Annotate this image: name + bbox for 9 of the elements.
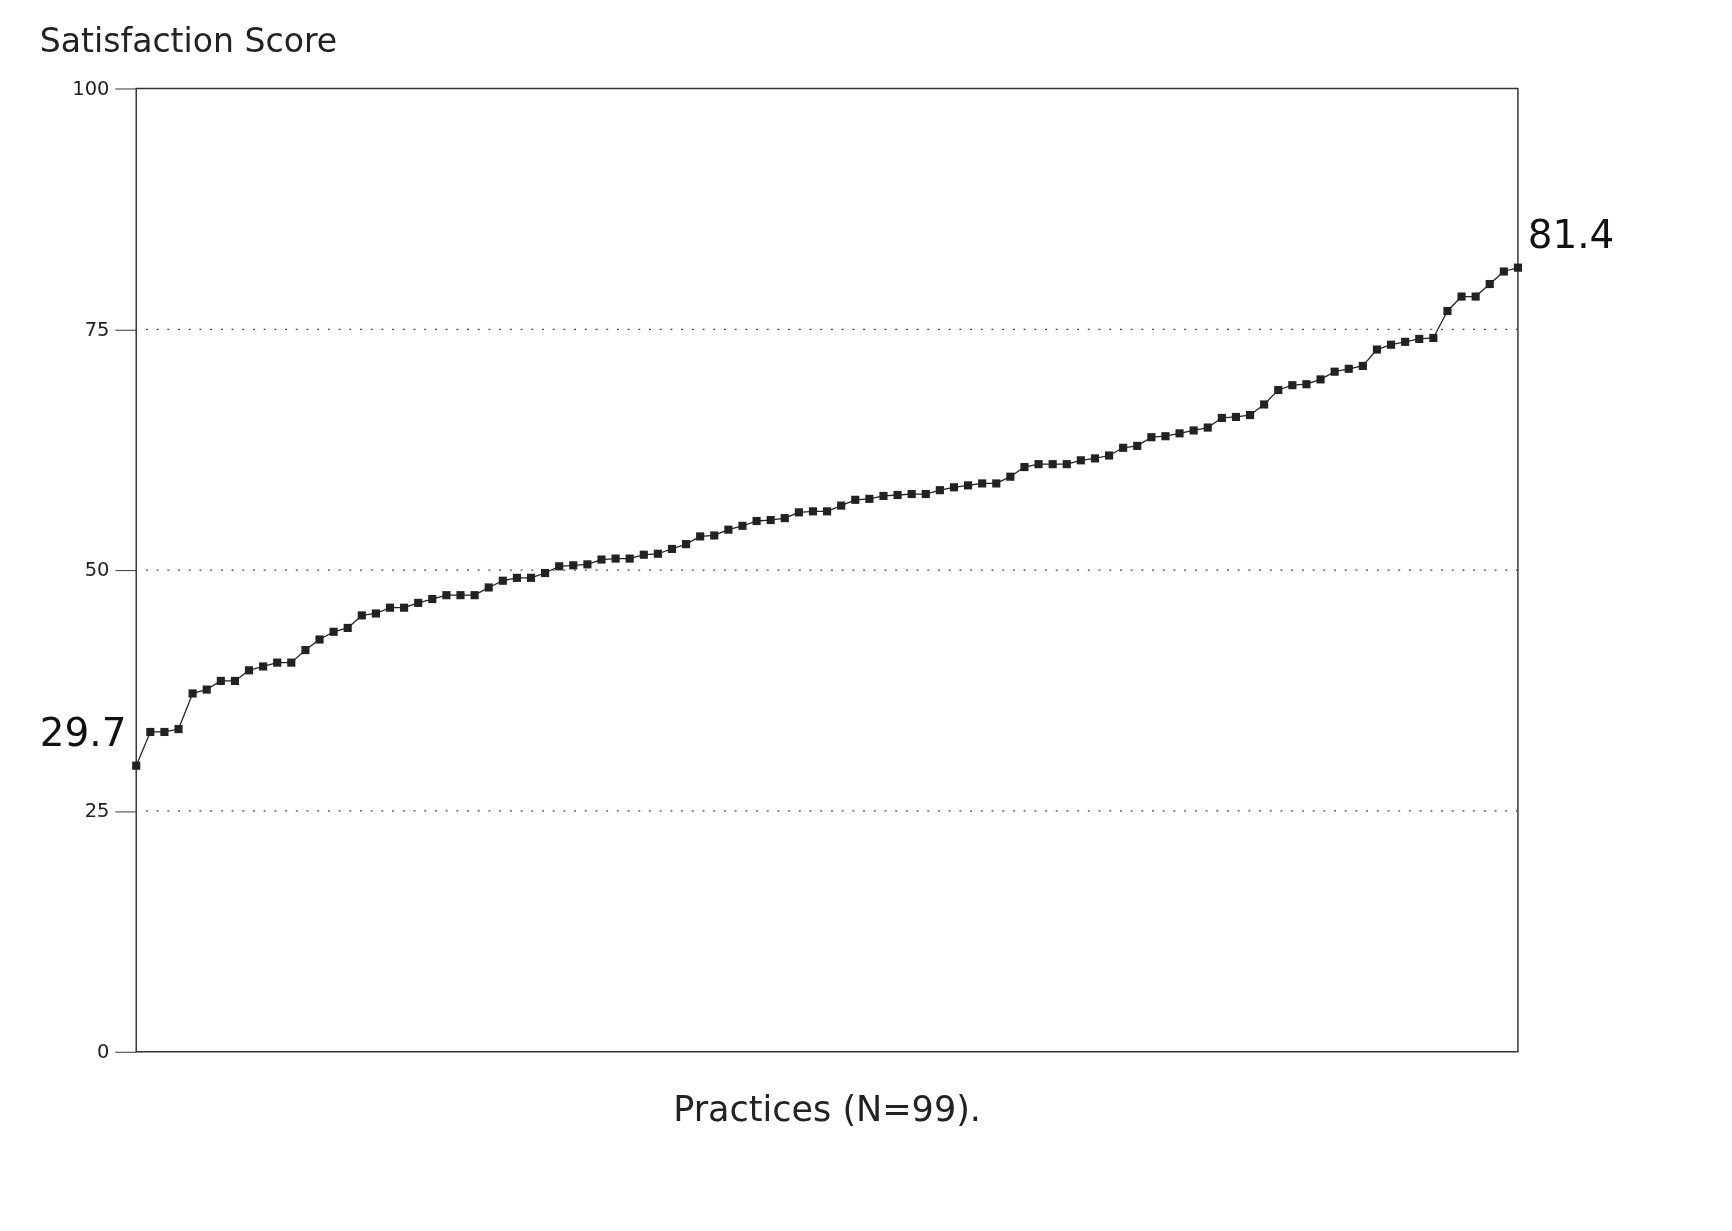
y-tick-label: 50 (84, 558, 110, 582)
y-tick-label: 100 (72, 76, 110, 100)
y-tick-label: 25 (84, 799, 110, 823)
data-label: 29.7 (39, 710, 127, 756)
y-tick-label: 0 (97, 1040, 110, 1064)
y-tick-label: 75 (84, 317, 110, 341)
data-label: 81.4 (1527, 212, 1615, 258)
x-axis-title: Practices (N=99). (673, 1087, 981, 1129)
y-axis-title: Satisfaction Score (39, 21, 338, 61)
